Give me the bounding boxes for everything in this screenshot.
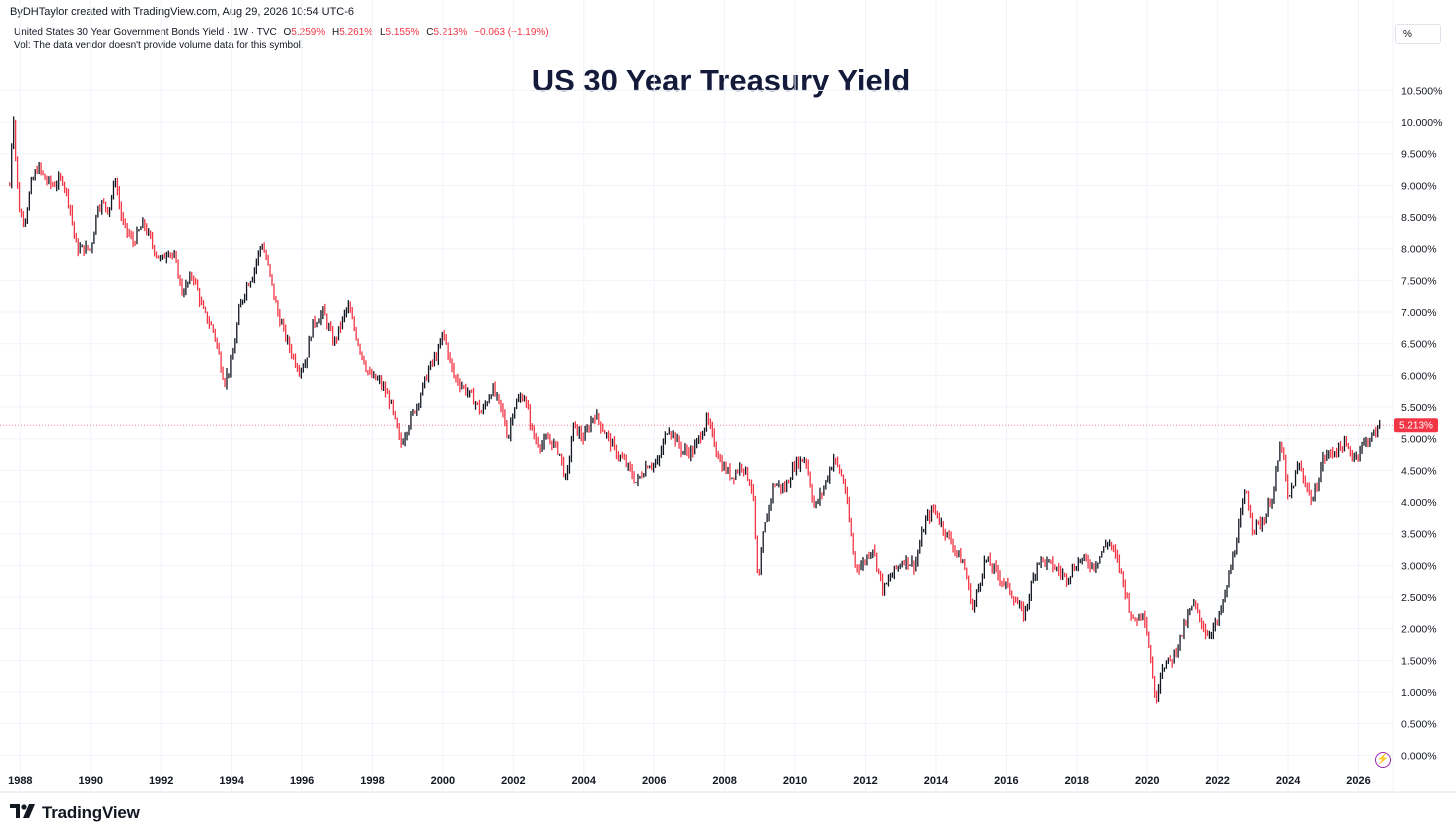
open-label: O — [283, 27, 292, 38]
x-tick-label: 2000 — [431, 775, 455, 787]
x-tick-label: 2012 — [853, 775, 877, 787]
chart-credit: ByDHTaylor created with TradingView.com,… — [10, 6, 355, 18]
y-tick-label: 10.500% — [1401, 85, 1442, 97]
x-tick-label: 2006 — [642, 775, 666, 787]
y-tick-label: 5.500% — [1401, 402, 1437, 414]
x-tick-label: 2002 — [501, 775, 525, 787]
x-tick-label: 2008 — [712, 775, 736, 787]
y-tick-label: 0.000% — [1401, 750, 1437, 762]
x-tick-label: 2004 — [572, 775, 597, 787]
y-tick-label: 7.500% — [1401, 275, 1437, 287]
lightning-icon[interactable]: ⚡ — [1375, 752, 1391, 768]
y-tick-label: 1.000% — [1401, 687, 1437, 699]
price-axis: 0.000% 0.500% 1.000% 1.500% 2.000% 2.500% 3.00… — [1401, 85, 1442, 762]
y-tick-label: 0.500% — [1401, 719, 1437, 731]
yield-series — [9, 116, 1381, 704]
x-tick-label: 1994 — [219, 775, 244, 787]
y-tick-label: 6.500% — [1401, 339, 1437, 351]
close-label: C — [426, 27, 434, 38]
tradingview-brand[interactable]: TradingView — [10, 803, 140, 823]
y-tick-label: 9.500% — [1401, 149, 1437, 161]
x-tick-label: 1992 — [149, 775, 173, 787]
close-value: 5.213% — [433, 27, 468, 38]
x-tick-label: 1990 — [79, 775, 103, 787]
change-value: −0.063 (−1.19%) — [474, 27, 549, 38]
open-value: 5.259% — [291, 27, 326, 38]
y-tick-label: 8.000% — [1401, 244, 1437, 256]
x-tick-label: 1988 — [8, 775, 32, 787]
y-tick-label: 6.000% — [1401, 370, 1437, 382]
last-price-badge — [1394, 418, 1438, 433]
x-tick-label: 2026 — [1346, 775, 1370, 787]
x-tick-label: 1998 — [360, 775, 384, 787]
brand-name: TradingView — [42, 803, 140, 822]
y-tick-label: 2.500% — [1401, 592, 1437, 604]
tradingview-logo-icon — [10, 803, 36, 823]
y-tick-label: 8.500% — [1401, 212, 1437, 224]
x-tick-label: 2016 — [994, 775, 1018, 787]
high-label: H — [332, 27, 340, 38]
symbol-legend: United States 30 Year Government Bonds Y… — [14, 27, 549, 38]
last-price-tag: 5.213% — [1394, 418, 1438, 433]
low-value: 5.155% — [385, 27, 420, 38]
y-tick-label: 5.000% — [1401, 434, 1437, 446]
y-tick-label: 1.500% — [1401, 655, 1437, 667]
x-tick-label: 2010 — [783, 775, 807, 787]
y-tick-label: 4.000% — [1401, 497, 1437, 509]
y-tick-label: 3.000% — [1401, 560, 1437, 572]
y-tick-label: 4.500% — [1401, 465, 1437, 477]
chart-grid — [0, 0, 1456, 793]
low-label: L — [379, 27, 386, 38]
volume-note: Vol: The data vendor doesn't provide vol… — [14, 40, 304, 51]
y-tick-label: 9.000% — [1401, 180, 1437, 192]
time-axis: 1988 1990 1992 1994 1996 1998 2000 2002 2004 2006… — [8, 775, 1371, 787]
x-tick-label: 2020 — [1135, 775, 1159, 787]
high-value: 5.261% — [339, 27, 374, 38]
x-tick-label: 2014 — [924, 775, 949, 787]
x-tick-label: 1996 — [290, 775, 314, 787]
y-tick-label: 10.000% — [1401, 117, 1442, 129]
y-tick-label: 2.000% — [1401, 624, 1437, 636]
percent-scale-button[interactable]: % — [1395, 24, 1441, 44]
y-tick-label: 3.500% — [1401, 529, 1437, 541]
symbol-description[interactable]: United States 30 Year Government Bonds Y… — [14, 27, 277, 38]
x-tick-label: 2024 — [1276, 775, 1301, 787]
last-price-label: 5.213% — [1399, 421, 1433, 432]
y-tick-label: 7.000% — [1401, 307, 1437, 319]
x-tick-label: 2022 — [1205, 775, 1229, 787]
chart-title: US 30 Year Treasury Yield — [531, 63, 911, 98]
x-tick-label: 2018 — [1065, 775, 1089, 787]
